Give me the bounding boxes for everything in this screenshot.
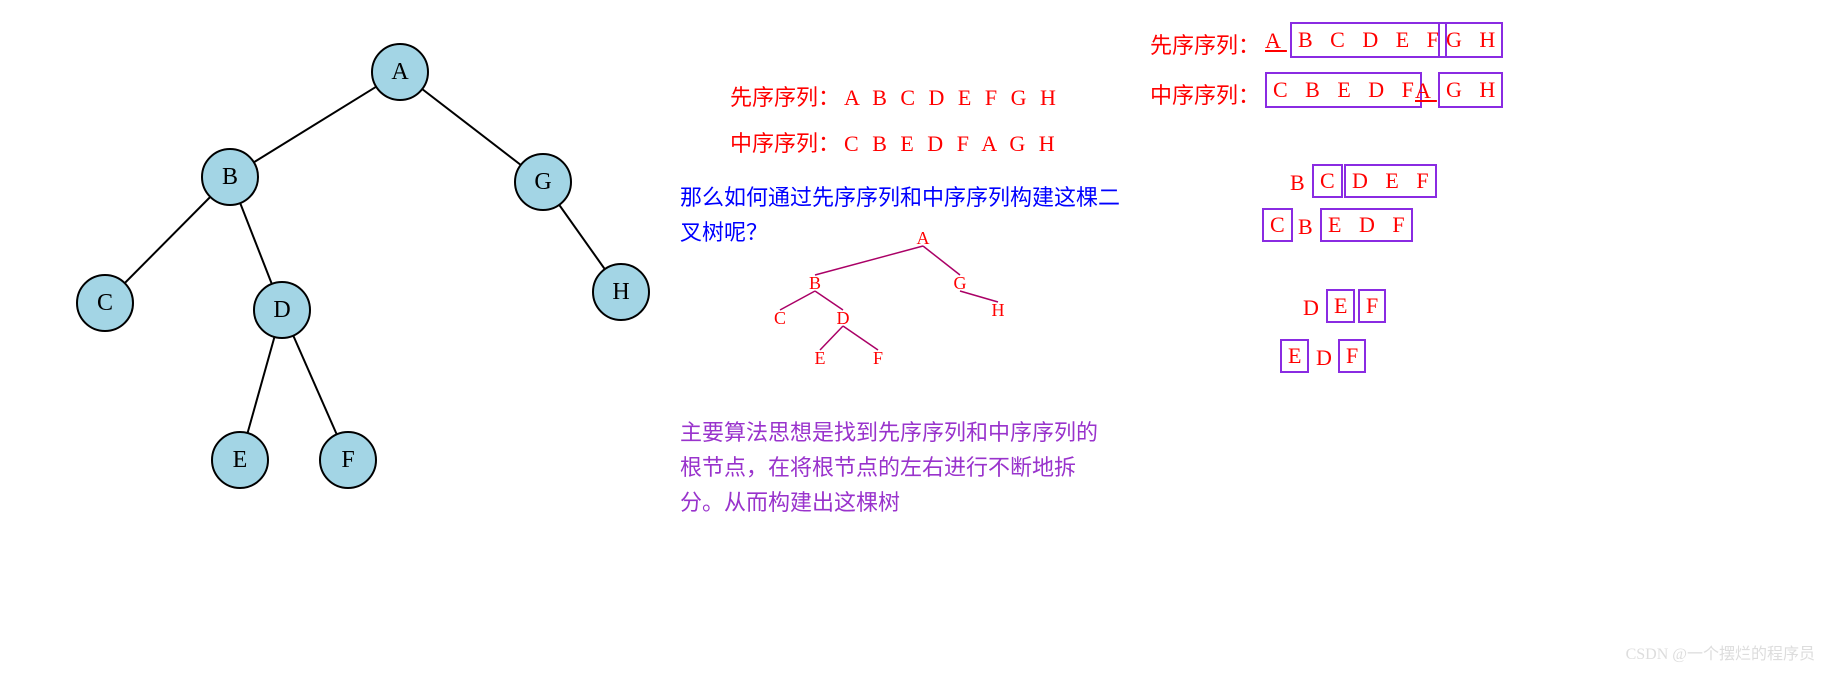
red-tree-edge — [923, 246, 960, 275]
s2-pre-box2: D E F — [1344, 164, 1437, 198]
s2-pre-root: B — [1290, 170, 1311, 196]
inorder-label: 中序序列： — [730, 131, 840, 156]
tree-node-label-D: D — [273, 297, 290, 323]
red-tree-node-C: C — [774, 308, 786, 328]
r2-box1: C B E D F — [1265, 72, 1422, 108]
red-tree-node-G: G — [954, 273, 967, 293]
s3-in-box2: F — [1338, 339, 1366, 373]
red-tree-node-F: F — [873, 348, 883, 368]
preorder-label: 先序序列： — [730, 85, 840, 110]
question-line1: 那么如何通过先序序列和中序序列构建这棵二 — [680, 180, 1120, 212]
s3-in-box1: E — [1280, 339, 1309, 373]
red-tree-edge — [843, 326, 878, 350]
red-tree-node-A: A — [917, 228, 930, 248]
s3-pre-box2: F — [1358, 289, 1386, 323]
tree-node-label-G: G — [534, 169, 551, 195]
r1-box2: G H — [1438, 22, 1503, 58]
tree-node-label-E: E — [233, 447, 248, 473]
watermark: CSDN @一个摆烂的程序员 — [1626, 640, 1815, 664]
s3-pre-root: D — [1303, 295, 1325, 321]
tree-node-label-H: H — [612, 279, 629, 305]
tree-node-label-F: F — [341, 447, 354, 473]
s2-in-box1: C — [1262, 208, 1293, 242]
s2-pre-box1: C — [1312, 164, 1343, 198]
tree-node-label-B: B — [222, 164, 238, 190]
tree-node-label-C: C — [97, 290, 113, 316]
s2-in-box2: E D F — [1320, 208, 1413, 242]
tree-edge — [230, 72, 400, 177]
explanation-line1: 主要算法思想是找到先序序列和中序序列的 — [680, 415, 1098, 447]
s3-pre-box1: E — [1326, 289, 1355, 323]
diagram-container: ABGCDHEF ABGCDHEF 先序序列： A B C D E F G H … — [0, 0, 1835, 674]
explanation-line2: 根节点，在将根节点的左右进行不断地拆 — [680, 450, 1076, 482]
r2-root: A — [1415, 78, 1437, 104]
s3-in-root: D — [1316, 345, 1338, 371]
r2-label: 中序序列： — [1150, 78, 1260, 110]
r1-label: 先序序列： — [1150, 28, 1260, 60]
inorder-value: C B E D F A G H — [844, 131, 1059, 156]
tree-node-label-A: A — [391, 59, 409, 85]
red-tree-edge — [820, 326, 843, 350]
r1-root: A — [1265, 28, 1287, 54]
r1-box1: B C D E F — [1290, 22, 1447, 58]
preorder-line: 先序序列： A B C D E F G H — [730, 80, 1060, 112]
red-tree-node-B: B — [809, 273, 821, 293]
red-tree-node-H: H — [992, 300, 1005, 320]
preorder-value: A B C D E F G H — [844, 85, 1060, 110]
inorder-line: 中序序列： C B E D F A G H — [730, 126, 1059, 158]
explanation-line3: 分。从而构建出这棵树 — [680, 485, 900, 517]
red-tree-node-E: E — [815, 348, 826, 368]
question-line2: 叉树呢？ — [680, 215, 768, 247]
r2-box2: G H — [1438, 72, 1503, 108]
s2-in-root: B — [1298, 214, 1319, 240]
red-tree-edge — [815, 246, 923, 275]
red-tree-node-D: D — [837, 308, 850, 328]
